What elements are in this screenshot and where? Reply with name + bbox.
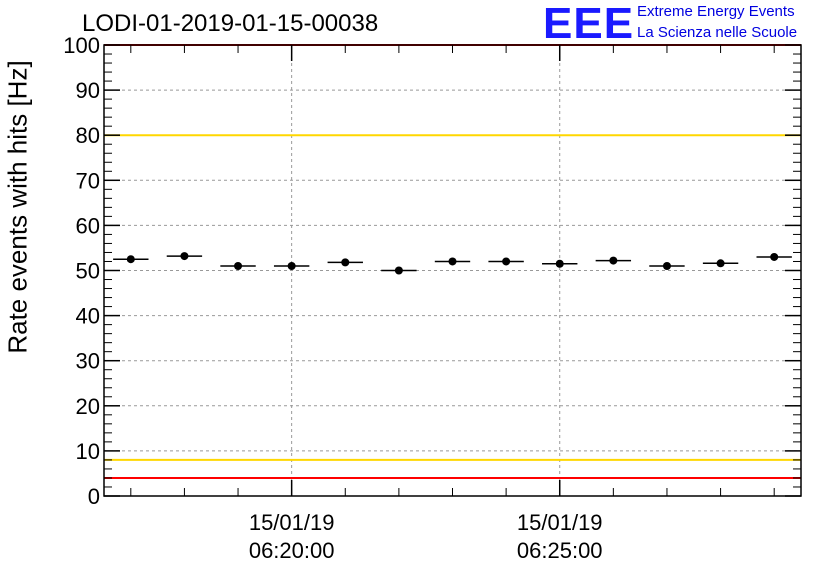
data-point	[555, 259, 564, 268]
data-point	[609, 256, 618, 265]
grid	[104, 45, 801, 496]
data-point	[662, 261, 671, 270]
y-tick-label: 100	[63, 33, 100, 58]
data-point	[180, 252, 189, 261]
data-points	[113, 252, 792, 275]
data-point	[716, 259, 725, 268]
y-tick-label: 40	[76, 304, 100, 329]
logo-line-2: La Scienza nelle Scuole	[637, 24, 798, 41]
data-point	[394, 266, 403, 275]
y-tick-label: 20	[76, 394, 100, 419]
data-point	[234, 261, 243, 270]
data-point	[502, 257, 511, 266]
y-tick-label: 30	[76, 349, 100, 374]
x-tick-time: 06:20:00	[249, 538, 335, 563]
data-point	[770, 252, 779, 261]
y-tick-label: 10	[76, 439, 100, 464]
eee-logo: EEE	[543, 0, 635, 48]
x-tick-date: 15/01/19	[517, 510, 603, 535]
chart-title: LODI-01-2019-01-15-00038	[82, 10, 379, 37]
y-tick-label: 50	[76, 259, 100, 284]
y-tick-label: 90	[76, 78, 100, 103]
data-point	[287, 261, 296, 270]
data-point	[341, 258, 350, 267]
data-point	[126, 255, 135, 264]
y-tick-label: 80	[76, 123, 100, 148]
x-tick-time: 06:25:00	[517, 538, 603, 563]
y-tick-label: 0	[88, 484, 100, 509]
logo-line-1: Extreme Energy Events	[637, 3, 795, 20]
y-tick-label: 70	[76, 168, 100, 193]
axis-ticks	[104, 44, 801, 497]
x-tick-date: 15/01/19	[249, 510, 335, 535]
data-point	[448, 257, 457, 266]
y-tick-label: 60	[76, 213, 100, 238]
tick-labels: 0 10 20 30 40 50 60 70 80 90 100 15/01/19 06:20:00 15…	[63, 33, 602, 563]
